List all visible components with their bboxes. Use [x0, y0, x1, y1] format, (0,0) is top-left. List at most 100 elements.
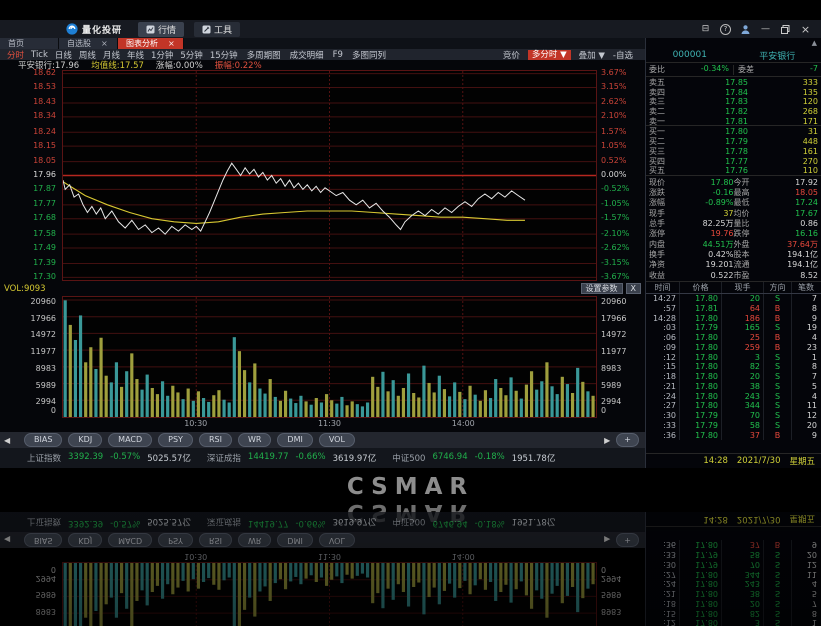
toolbar--自选[interactable]: -自选: [613, 49, 633, 61]
csmar-watermark: CSMAR: [0, 474, 821, 500]
indicator-RSI[interactable]: RSI: [199, 433, 232, 447]
app-window: 量化投研 行情 工具 ⊟ ?: [0, 20, 821, 468]
indicator-pills: BIAS KDJ MACD PSY RSI WR DMI VOL: [24, 433, 355, 447]
indicator-KDJ[interactable]: KDJ: [68, 433, 102, 447]
view-F9[interactable]: F9: [333, 50, 343, 60]
menu-quotes[interactable]: 行情: [138, 22, 184, 37]
current-date: 2021/7/30: [737, 456, 781, 466]
indicator-VOL[interactable]: VOL: [319, 433, 355, 447]
add-indicator-button[interactable]: +: [616, 433, 639, 447]
tick-table[interactable]: 时间价格现手方向笔数14:2717.8020S7:5717.8164B814:2…: [646, 282, 821, 453]
ratio-label: 委比: [649, 64, 665, 75]
stat-value: 82.25万: [674, 218, 734, 229]
toolbar-多分时[interactable]: 多分时 ▼: [528, 50, 571, 60]
indicator-DMI[interactable]: DMI: [277, 433, 312, 447]
bid-label: 买五: [649, 165, 677, 176]
tick-price: 17.79: [680, 411, 722, 421]
indicator-BIAS[interactable]: BIAS: [24, 433, 62, 447]
volume-label: VOL:9093: [4, 284, 46, 294]
tick-price: 17.80: [680, 362, 722, 372]
view-成交明细[interactable]: 成交明细: [290, 49, 324, 61]
stat-value: 18.05: [759, 188, 819, 197]
user-icon[interactable]: [740, 24, 751, 35]
tick-time: :09: [646, 343, 680, 353]
volume-chart[interactable]: [62, 296, 597, 418]
stat-value: 37: [674, 209, 734, 218]
pct-tick: 0.00%: [600, 170, 645, 179]
index-value: 6746.94: [432, 452, 467, 464]
menu-tools-label: 工具: [214, 23, 232, 36]
bid-price: 17.77: [677, 157, 762, 166]
tick-count: 9: [792, 313, 820, 323]
pct-tick: 0.52%: [600, 156, 645, 165]
bid-price: 17.78: [677, 147, 762, 156]
scroll-right-icon[interactable]: ▶: [604, 436, 610, 445]
tick-count: 19: [792, 323, 820, 333]
view-多图同列[interactable]: 多图同列: [352, 49, 386, 61]
settings-button[interactable]: 设置参数: [581, 283, 623, 294]
pct-tick: -2.62%: [600, 243, 645, 252]
period-Tick[interactable]: Tick: [31, 50, 48, 60]
tick-time: :24: [646, 391, 680, 401]
screenshot-stage: 量化投研 行情 工具 ⊟ ?: [0, 0, 821, 626]
price-tick: 17.49: [0, 243, 57, 252]
restore-icon[interactable]: [780, 24, 791, 35]
bid-row: 买二17.79448: [646, 136, 821, 146]
quote-panel: ▲ 000001 平安银行 委比 -0.34% 委差 -7 卖五17.85333…: [645, 38, 821, 468]
spread-value: -7: [810, 64, 818, 75]
stat-row: 涨跌-0.16最高18.05: [646, 187, 821, 197]
tick-row: :0617.8025B4: [646, 333, 821, 343]
tick-volume: 64: [722, 304, 764, 314]
indicator-WR[interactable]: WR: [238, 433, 271, 447]
tick-count: 8: [792, 362, 820, 372]
tick-time: :21: [646, 382, 680, 392]
tab-close-icon[interactable]: ×: [101, 39, 108, 48]
tick-row: :5717.8164B8: [646, 304, 821, 314]
volume-tick: 17966: [0, 314, 57, 323]
toolbar-竞价[interactable]: 竞价: [503, 49, 520, 61]
intraday-price-chart[interactable]: [62, 70, 597, 281]
tick-direction: S: [764, 362, 792, 372]
tick-row: :3617.8037B9: [646, 430, 821, 440]
tick-time: :06: [646, 333, 680, 343]
index-pct: -0.18%: [475, 452, 505, 464]
tick-price: 17.80: [680, 401, 722, 411]
tab-label: 图表分析: [126, 38, 158, 49]
tick-price: 17.80: [680, 430, 722, 440]
pct-tick: 3.67%: [600, 68, 645, 77]
tick-price: 17.80: [680, 343, 722, 353]
volume-tick: 2994: [600, 397, 645, 406]
volume-tick: 8983: [0, 364, 57, 373]
toolbar-叠加[interactable]: 叠加 ▼: [579, 49, 605, 61]
stock-name: 平安银行: [734, 49, 821, 62]
tab-图表分析[interactable]: 图表分析 ×: [118, 38, 184, 49]
tick-row: :1217.803S1: [646, 352, 821, 362]
stock-header[interactable]: 000001 平安银行: [646, 48, 821, 63]
volume-tick: 17966: [600, 314, 645, 323]
stat-row: 内盘44.51万外盘37.64万: [646, 239, 821, 249]
tick-direction: S: [764, 352, 792, 362]
minimize-icon[interactable]: —: [760, 24, 771, 35]
close-icon[interactable]: ×: [800, 24, 811, 35]
menu-tools[interactable]: 工具: [194, 22, 240, 37]
percent-axis-right: 3.67%3.15%2.62%2.10%1.57%1.05%0.52%0.00%…: [600, 70, 645, 281]
time-tick-11:30: 11:30: [318, 419, 341, 428]
help-icon[interactable]: ?: [720, 24, 731, 35]
index-value: 14419.77: [248, 452, 289, 464]
stock-code: 000001: [646, 50, 734, 60]
tick-count: 5: [792, 382, 820, 392]
scroll-left-icon[interactable]: ◀: [4, 436, 10, 445]
stat-value: 17.24: [759, 198, 819, 207]
theme-toggle-icon[interactable]: ⊟: [700, 24, 711, 35]
indicator-PSY[interactable]: PSY: [158, 433, 193, 447]
ratio-value: -0.34%: [701, 64, 729, 75]
close-indicator-button[interactable]: X: [626, 283, 641, 294]
indicator-MACD[interactable]: MACD: [108, 433, 152, 447]
bid-price: 17.79: [677, 137, 762, 146]
panel-collapse-icon[interactable]: ▲: [812, 39, 817, 47]
tab-首页[interactable]: 首页: [0, 38, 59, 49]
tick-volume: 58: [722, 421, 764, 431]
tab-close-icon[interactable]: ×: [168, 39, 175, 48]
tab-自选股[interactable]: 自选股×: [59, 38, 118, 49]
price-tick: 18.62: [0, 68, 57, 77]
